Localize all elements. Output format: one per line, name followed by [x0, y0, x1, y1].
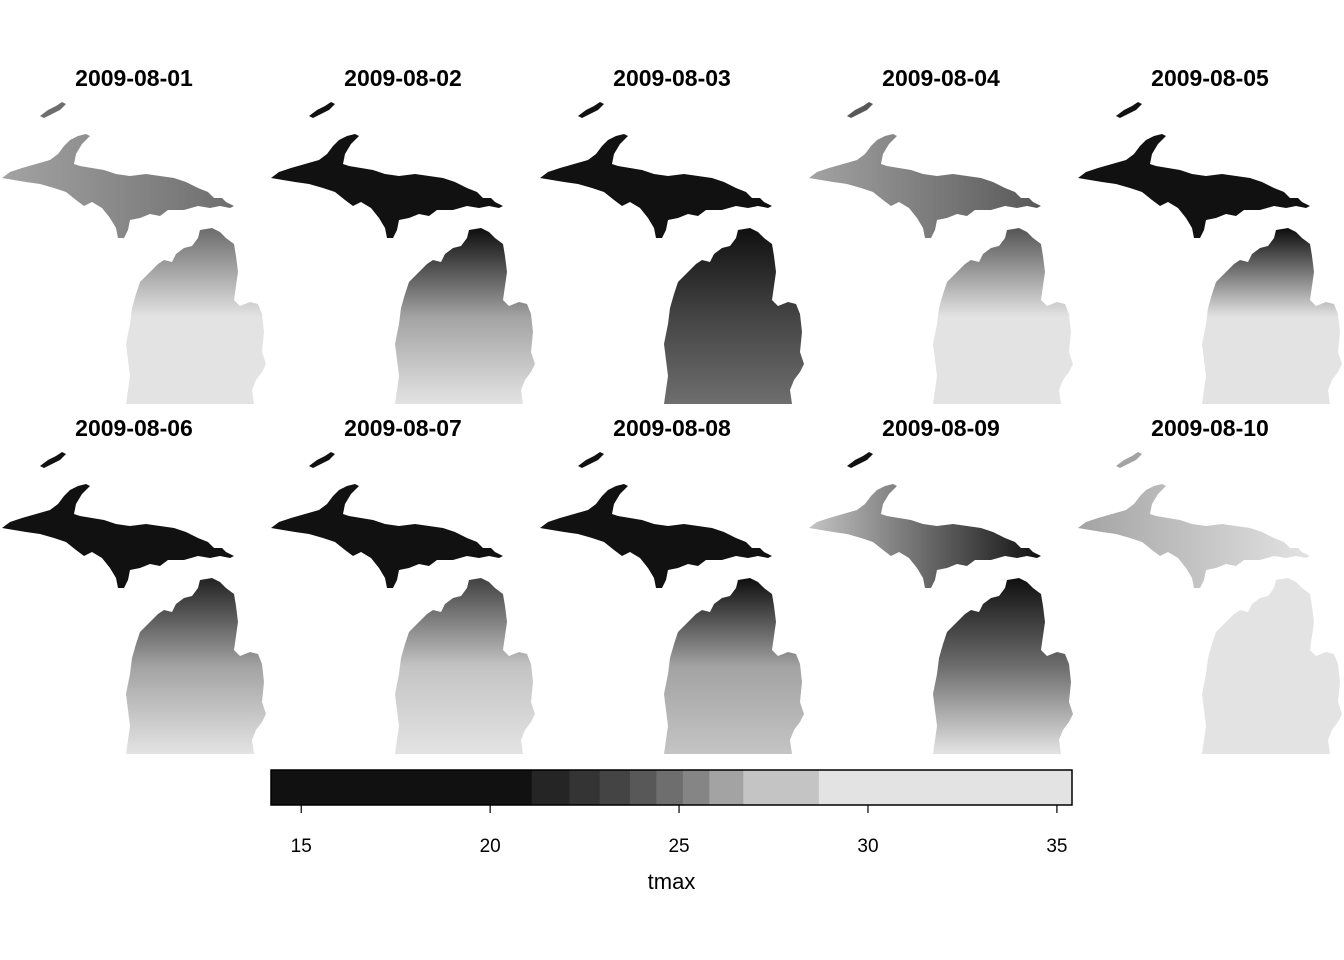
lower-peninsula-region [126, 578, 266, 754]
lower-peninsula-region [395, 228, 535, 404]
legend-swatch [569, 770, 601, 805]
isle-royale-region [1116, 102, 1142, 118]
map-panel: 2009-08-10 [1078, 415, 1342, 754]
isle-royale-region [847, 102, 873, 118]
upper-peninsula-region [271, 134, 503, 238]
lower-peninsula-region [1202, 578, 1342, 754]
map-panel: 2009-08-05 [1078, 65, 1342, 404]
upper-peninsula-region [271, 484, 503, 588]
legend: 15 20 25 30 35 tmax [270, 769, 1073, 894]
isle-royale-region [309, 452, 335, 468]
panel-title: 2009-08-01 [75, 65, 193, 91]
legend-swatch [656, 770, 684, 805]
legend-swatch [271, 770, 533, 805]
legend-swatch [531, 770, 570, 805]
legend-tick-label: 15 [291, 836, 312, 857]
isle-royale-region [40, 102, 66, 118]
upper-peninsula-region [1078, 484, 1310, 588]
panel-title: 2009-08-05 [1151, 65, 1269, 91]
isle-royale-region [40, 452, 66, 468]
lower-peninsula-region [664, 228, 804, 404]
lower-peninsula-region [933, 578, 1073, 754]
upper-peninsula-region [2, 484, 234, 588]
panel-title: 2009-08-08 [613, 415, 731, 441]
legend-frame [270, 769, 1073, 806]
panel-title: 2009-08-06 [75, 415, 193, 441]
map-panel: 2009-08-07 [271, 415, 535, 754]
legend-tick-label: 30 [857, 836, 878, 857]
isle-royale-region [578, 452, 604, 468]
map-panel: 2009-08-04 [809, 65, 1073, 404]
legend-tick-label: 35 [1046, 836, 1067, 857]
isle-royale-region [578, 102, 604, 118]
map-panel: 2009-08-09 [809, 415, 1073, 754]
legend-tick-label: 25 [668, 836, 689, 857]
panel-title: 2009-08-10 [1151, 415, 1269, 441]
map-panel: 2009-08-08 [540, 415, 804, 754]
legend-swatch [599, 770, 631, 805]
isle-royale-region [1116, 452, 1142, 468]
upper-peninsula-region [540, 484, 772, 588]
legend-ticks: 15 20 25 30 35 [291, 805, 1067, 857]
legend-title: tmax [648, 869, 696, 894]
upper-peninsula-region [809, 134, 1041, 238]
legend-swatch [743, 770, 820, 805]
upper-peninsula-region [1078, 134, 1310, 238]
panel-title: 2009-08-02 [344, 65, 462, 91]
isle-royale-region [309, 102, 335, 118]
upper-peninsula-region [2, 134, 234, 238]
panel-title: 2009-08-07 [344, 415, 462, 441]
isle-royale-region [847, 452, 873, 468]
legend-tick-label: 20 [480, 836, 501, 857]
lower-peninsula-region [664, 578, 804, 754]
map-panel: 2009-08-06 [2, 415, 266, 754]
upper-peninsula-region [540, 134, 772, 238]
map-panel: 2009-08-01 [2, 65, 266, 404]
lower-peninsula-region [395, 578, 535, 754]
panel-title: 2009-08-09 [882, 415, 1000, 441]
legend-swatches [271, 770, 1073, 805]
lower-peninsula-region [933, 228, 1073, 404]
upper-peninsula-region [809, 484, 1041, 588]
lower-peninsula-region [1202, 228, 1342, 404]
map-panel: 2009-08-03 [540, 65, 804, 404]
panel-title: 2009-08-04 [882, 65, 1000, 91]
lower-peninsula-region [126, 228, 266, 404]
legend-swatch [709, 770, 744, 805]
legend-swatch [818, 770, 1073, 805]
panels-layer: 2009-08-01 2009-08-02 2009-08-03 2009-08-04… [2, 65, 1342, 754]
map-panel: 2009-08-02 [271, 65, 535, 404]
panel-title: 2009-08-03 [613, 65, 731, 91]
legend-swatch [682, 770, 710, 805]
legend-swatch [629, 770, 657, 805]
